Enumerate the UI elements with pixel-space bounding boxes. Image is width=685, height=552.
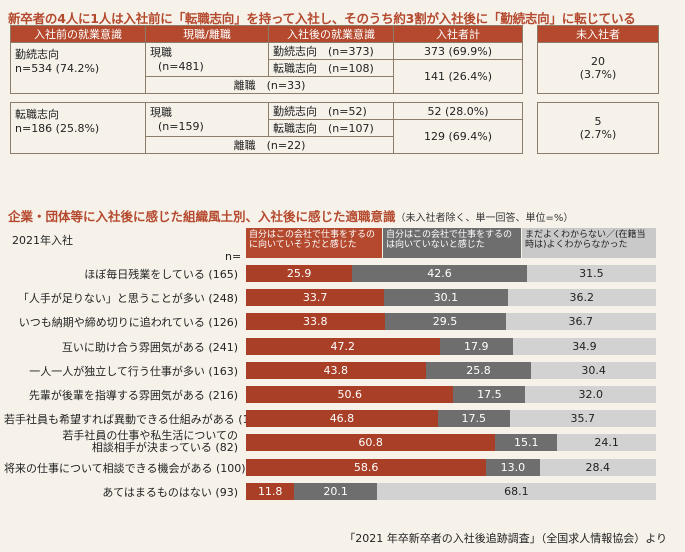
g2-not-joined-pct: (2.7%) — [579, 128, 617, 141]
g2-n: n=186 (25.8%) — [15, 122, 100, 135]
legend-unsure: まだよくわからない／(在籍当時は)よくわからなかった — [522, 228, 656, 258]
row-label-line: 相談相手が決まっている (82) — [91, 441, 238, 455]
header-total: 入社者計 — [393, 25, 523, 43]
g2-r1-after: 勤続志向 (n=52) — [268, 102, 394, 120]
row-label-line: 若手社員の仕事や私生活についての — [62, 429, 238, 443]
g2-r1-total: 52 (28.0%) — [393, 102, 523, 120]
g2-r2-after: 転職志向 (n=107) — [268, 119, 394, 137]
header-before: 入社前の就業意識 — [10, 25, 146, 43]
bar-segment: 25.9 — [246, 265, 353, 282]
g1-n: n=534 (74.2%) — [15, 62, 100, 75]
g1-left: 離職 (n=33) — [145, 76, 394, 94]
bar-segment: 29.5 — [384, 313, 506, 331]
bar-segment: 36.7 — [505, 313, 656, 331]
bar-segment: 33.7 — [246, 289, 385, 307]
bar-segment: 20.1 — [294, 482, 377, 500]
bar-segment: 17.9 — [439, 337, 513, 355]
year-label: 2021年入社 — [12, 234, 73, 247]
bar-segment: 60.8 — [246, 434, 496, 452]
row-label: 若手社員の仕事や私生活についての 相談相手が決まっている (82) — [4, 430, 238, 454]
bar-segment: 25.8 — [425, 361, 532, 379]
bar-segment: 58.6 — [246, 458, 487, 476]
legend-not-suited: 自分はこの会社で仕事をするのは向いていないと感じた — [383, 228, 521, 258]
bar-segment: 42.6 — [352, 265, 527, 282]
bar-segment: 17.5 — [437, 410, 510, 428]
bar-segment: 13.0 — [486, 458, 540, 476]
row-label: 「人手が足りない」と思うことが多い (248) — [17, 292, 238, 306]
bar-segment: 32.0 — [525, 386, 657, 403]
g1-r2-after: 転職志向 (n=108) — [268, 59, 394, 77]
row-label: 一人一人が独立して行う仕事が多い (163) — [29, 364, 238, 378]
g1-label: 勤続志向 — [15, 48, 59, 61]
g2-left: 離職 (n=22) — [145, 136, 394, 154]
bar-segment: 30.4 — [531, 361, 656, 379]
transition-table: 入社前の就業意識 現職/離職 入社後の就業意識 入社者計 未入社者 勤続志向 n… — [10, 25, 659, 154]
bar-segment: 30.1 — [384, 289, 508, 307]
row-label: 互いに助け合う雰囲気がある (241) — [61, 340, 238, 354]
row-label: あてはまるものはない (93) — [102, 485, 238, 499]
bar-segment: 43.8 — [246, 361, 426, 379]
bar-segment: 28.4 — [539, 458, 656, 476]
bottom-title: 企業・団体等に入社後に感じた組織風土別、入社後に感じた適職意識（未入社者除く、単… — [8, 206, 573, 225]
row-label: ほぼ毎日残業をしている (165) — [84, 268, 238, 281]
bar-segment: 33.8 — [246, 313, 385, 331]
bar-segment: 34.9 — [512, 337, 656, 355]
header-status: 現職/離職 — [145, 25, 269, 43]
bar-segment: 68.1 — [376, 482, 656, 500]
bar-segment: 17.5 — [453, 386, 526, 403]
bar-segment: 47.2 — [246, 337, 440, 355]
bar-segment: 31.5 — [526, 265, 656, 282]
header-after: 入社後の就業意識 — [268, 25, 394, 43]
g2-current-n: (n=159) — [158, 120, 204, 133]
legend-suited: 自分はこの会社で仕事をするのに向いていそうだと感じた — [246, 228, 382, 258]
row-label: 若手社員も希望すれば異動できる仕組みがある (115) — [4, 413, 268, 427]
bar-segment: 36.2 — [507, 289, 656, 307]
bar-segment: 50.6 — [246, 386, 454, 403]
g2-not-joined: 5 — [594, 115, 602, 128]
source-note: 「2021 年卒新卒者の入社後追跡調査」（全国求人情報協会）より — [344, 532, 667, 545]
g1-not-joined-pct: (3.7%) — [579, 68, 617, 81]
bar-segment: 46.8 — [246, 410, 438, 428]
g1-current-n: (n=481) — [158, 60, 204, 73]
top-title: 新卒者の4人に1人は入社前に「転職志向」を持って入社し、そのうち約3割が入社後に… — [8, 11, 636, 26]
row-label: いつも納期や締め切りに追われている (126) — [18, 316, 238, 330]
bar-segment: 15.1 — [495, 434, 558, 452]
bottom-title-text: 企業・団体等に入社後に感じた組織風土別、入社後に感じた適職意識 — [8, 209, 396, 224]
n-label: n= — [225, 250, 242, 263]
bar-segment: 24.1 — [557, 434, 656, 452]
bar-segment: 35.7 — [509, 410, 656, 428]
g1-not-joined: 20 — [591, 55, 605, 68]
row-label: 将来の仕事について相談できる機会がある (100) — [4, 461, 246, 475]
g1-current: 現職 — [150, 46, 172, 59]
row-label: 先輩が後輩を指導する雰囲気がある (216) — [28, 389, 238, 402]
g2-r2-total: 129 (69.4%) — [393, 119, 523, 154]
bar-segment: 11.8 — [246, 482, 295, 500]
g2-label: 転職志向 — [15, 108, 59, 121]
bottom-note: （未入社者除く、単一回答、単位=%） — [395, 213, 574, 224]
g2-current: 現職 — [150, 106, 172, 119]
g1-r2-total: 141 (26.4%) — [393, 59, 523, 94]
